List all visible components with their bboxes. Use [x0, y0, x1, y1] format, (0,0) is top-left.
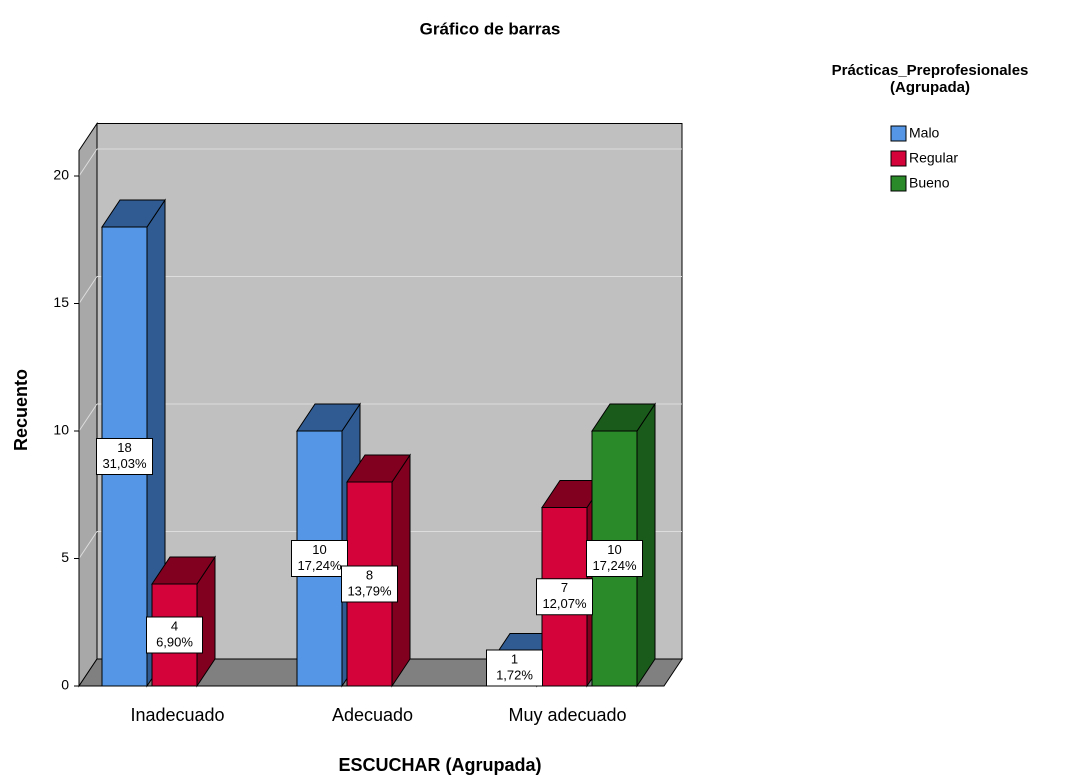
x-tick-label: Adecuado — [332, 705, 413, 725]
legend-label: Malo — [909, 125, 940, 141]
data-label-percent: 31,03% — [102, 456, 147, 471]
data-label: 712,07% — [536, 578, 593, 616]
data-label-count: 1 — [511, 651, 518, 666]
grid-line — [78, 148, 98, 177]
grid-line — [78, 276, 98, 304]
data-label: 11,72% — [486, 649, 543, 687]
y-tick-label: 20 — [53, 167, 69, 183]
data-label-percent: 12,07% — [542, 596, 587, 611]
x-tick-label: Muy adecuado — [508, 705, 626, 725]
legend-label: Bueno — [909, 175, 950, 191]
data-label-count: 7 — [561, 580, 568, 595]
data-label-percent: 6,90% — [156, 634, 193, 649]
data-label-count: 4 — [171, 618, 178, 633]
data-label-count: 10 — [312, 542, 326, 557]
data-label-box — [146, 616, 203, 654]
data-label: 46,90% — [146, 616, 203, 654]
data-label-percent: 17,24% — [592, 558, 637, 573]
data-label-count: 8 — [366, 567, 373, 582]
data-label-percent: 13,79% — [347, 583, 392, 598]
grid-line — [78, 403, 98, 432]
legend-title: Prácticas_Preprofesionales (Agrupada) — [831, 62, 1029, 96]
data-label-count: 18 — [117, 440, 131, 455]
data-label-box — [536, 578, 593, 616]
data-label-count: 10 — [607, 542, 621, 557]
y-tick-label: 15 — [53, 294, 69, 310]
data-label-box — [341, 565, 398, 603]
data-label-box — [96, 438, 153, 475]
y-tick-label: 0 — [61, 677, 69, 693]
data-label-percent: 17,24% — [297, 558, 342, 573]
legend-swatch — [890, 150, 907, 167]
data-label-box — [486, 649, 543, 687]
left-wall — [78, 121, 98, 688]
x-axis-title: ESCUCHAR (Agrupada) — [338, 755, 541, 775]
y-axis-title: Recuento — [11, 369, 31, 451]
y-tick-label: 5 — [61, 549, 69, 565]
legend-swatch — [890, 175, 907, 192]
grid-line — [78, 531, 98, 559]
data-label-box — [291, 540, 348, 577]
legend-label: Regular — [909, 150, 958, 166]
data-label-percent: 1,72% — [496, 667, 533, 682]
data-label: 813,79% — [341, 565, 398, 603]
chart-title: Gráfico de barras — [420, 19, 561, 38]
y-tick-label: 10 — [53, 422, 69, 438]
data-label-box — [586, 540, 643, 577]
legend-swatch — [890, 125, 907, 142]
x-tick-label: Inadecuado — [130, 705, 224, 725]
